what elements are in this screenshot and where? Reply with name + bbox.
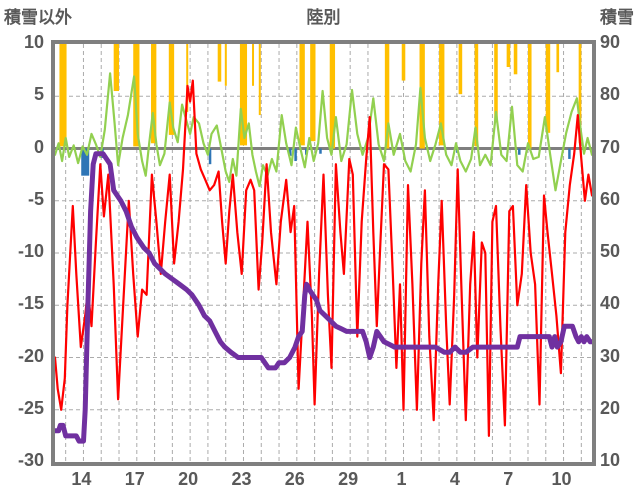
left-axis-tick-label: -15 [17, 293, 44, 314]
sunshine-bars-bar [151, 44, 157, 144]
chart-canvas [55, 44, 592, 462]
x-axis-tick-label: 7 [503, 469, 514, 489]
right-axis-title: 積雪 [600, 8, 634, 27]
sunshine-bars-bar [299, 44, 305, 146]
right-axis-tick-label: 80 [600, 84, 621, 105]
left-axis-tick-label: -30 [17, 450, 44, 470]
chart-title: 陸別 [306, 8, 341, 27]
sunshine-bars-bar [384, 44, 390, 149]
right-axis-tick-label: 30 [600, 345, 621, 366]
precip-ticks-bar [568, 148, 571, 159]
left-axis-tick-label: -10 [17, 241, 44, 261]
right-axis-tick-label: 70 [600, 136, 621, 157]
precip-ticks-bar [294, 148, 297, 162]
left-axis-title: 積雪以外 [4, 8, 72, 27]
x-axis-tick-label: 10 [551, 469, 572, 489]
right-axis-tick-label: 50 [600, 241, 621, 261]
left-axis-tick-label: 10 [23, 32, 44, 52]
sunshine-bars-bar [527, 44, 532, 149]
sunshine-bars-bar [252, 44, 255, 86]
right-axis-tick-label: 20 [600, 397, 621, 418]
sunshine-bars-bar [113, 44, 120, 92]
left-axis-tick-label: 5 [33, 84, 44, 105]
sunshine-bars-bar [458, 44, 463, 95]
sunshine-bars-bar [186, 44, 189, 112]
left-axis-tick-label: -20 [17, 345, 44, 366]
precip-ticks-bar [81, 148, 90, 176]
precip-ticks-bar [208, 148, 212, 165]
sunshine-bars-bar [506, 44, 511, 67]
sunshine-bars-bar [258, 44, 261, 116]
green-line [55, 72, 592, 192]
left-axis-tick-label: -25 [17, 397, 44, 418]
sunshine-bars-bar [217, 44, 222, 82]
right-axis-tick-label: 40 [600, 293, 621, 314]
sunshine-bars-bar [545, 44, 551, 133]
right-axis-tick-label: 90 [600, 32, 621, 52]
temperature-line [55, 79, 592, 437]
sunshine-bars-bar [239, 44, 248, 146]
sunshine-bars-bar [329, 44, 336, 149]
x-axis-tick-label: 29 [338, 469, 359, 489]
precip-ticks-bar [518, 148, 521, 155]
x-axis-tick-label: 20 [178, 469, 199, 489]
x-axis-tick-label: 26 [284, 469, 305, 489]
snow-depth-line [55, 151, 592, 444]
sunshine-bars-bar [401, 44, 406, 81]
right-axis-tick-label: 60 [600, 188, 621, 209]
sunshine-bars-bar [59, 44, 67, 147]
precip-ticks-bar [289, 148, 292, 156]
x-axis-tick-label: 14 [71, 469, 92, 489]
right-axis-tick-label: 10 [600, 450, 621, 470]
precip-ticks-bar [319, 148, 322, 154]
sunshine-bars-bar [578, 44, 582, 144]
sunshine-bars-bar [168, 44, 175, 135]
x-axis-tick-label: 17 [124, 469, 145, 489]
x-axis-tick-label: 4 [449, 469, 460, 489]
x-axis-tick-label: 1 [396, 469, 407, 489]
x-axis-tick-label: 23 [231, 469, 252, 489]
sunshine-bars-bar [556, 44, 560, 73]
sunshine-bars-bar [474, 44, 479, 147]
sunshine-bars-bar [513, 44, 518, 75]
sunshine-bars-bar [224, 44, 227, 86]
sunshine-bars-bar [439, 44, 445, 146]
left-axis-tick-label: 0 [33, 136, 44, 157]
left-axis-tick-label: -5 [27, 188, 44, 209]
sunshine-bars-bar [310, 44, 316, 142]
plot-area [51, 40, 596, 466]
sunshine-bars-bar [494, 44, 498, 123]
